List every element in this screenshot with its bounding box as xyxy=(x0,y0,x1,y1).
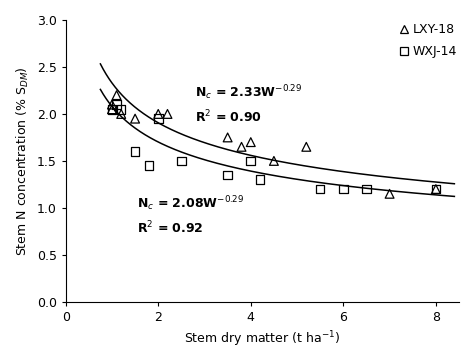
Point xyxy=(155,111,162,117)
Text: N$_c$ = 2.08W$^{-0.29}$
R$^2$ = 0.92: N$_c$ = 2.08W$^{-0.29}$ R$^2$ = 0.92 xyxy=(137,194,245,237)
Point xyxy=(386,191,393,197)
Point xyxy=(108,106,116,112)
Point xyxy=(131,149,139,154)
Point xyxy=(247,158,255,164)
Point xyxy=(238,144,246,150)
Point xyxy=(145,163,153,169)
Point xyxy=(432,186,440,192)
Point xyxy=(270,158,278,164)
Point xyxy=(118,111,125,117)
Point xyxy=(302,144,310,150)
Point xyxy=(316,186,324,192)
Point xyxy=(131,116,139,122)
Text: N$_c$ = 2.33W$^{-0.29}$
R$^2$ = 0.90: N$_c$ = 2.33W$^{-0.29}$ R$^2$ = 0.90 xyxy=(195,83,302,126)
Point xyxy=(432,186,440,192)
Y-axis label: Stem N concentration (% S$_{DM}$): Stem N concentration (% S$_{DM}$) xyxy=(15,66,31,256)
Point xyxy=(224,135,231,141)
Point xyxy=(118,106,125,112)
Point xyxy=(224,172,231,178)
Point xyxy=(247,139,255,145)
Point xyxy=(164,111,171,117)
Point xyxy=(108,106,116,112)
Point xyxy=(113,92,120,98)
Point xyxy=(108,102,116,107)
Point xyxy=(339,186,347,192)
Point xyxy=(256,177,264,183)
Point xyxy=(113,102,120,107)
Point xyxy=(178,158,185,164)
Point xyxy=(363,186,370,192)
X-axis label: Stem dry matter (t ha$^{-1}$): Stem dry matter (t ha$^{-1}$) xyxy=(184,329,340,349)
Legend: LXY-18, WXJ-14: LXY-18, WXJ-14 xyxy=(397,23,456,58)
Point xyxy=(155,116,162,122)
